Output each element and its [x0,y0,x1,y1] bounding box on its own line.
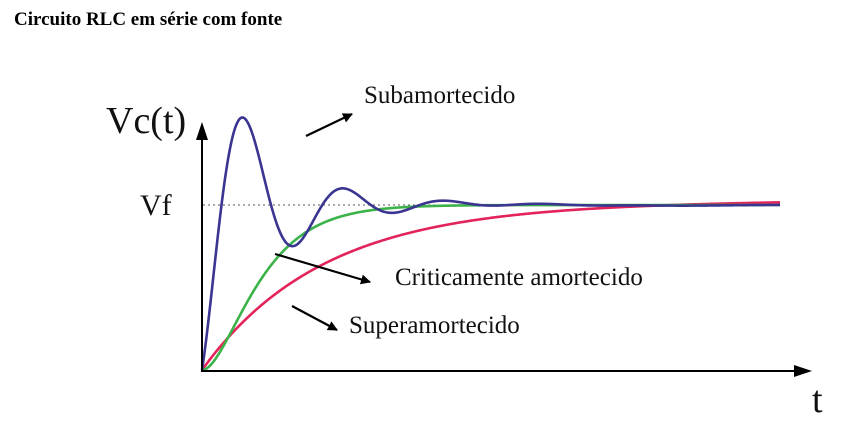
underdamped-label: Subamortecido [364,82,515,109]
critically-damped-pointer-arrow [274,252,371,285]
overdamped-label: Superamortecido [349,312,520,339]
y-axis-arrowhead [196,122,208,140]
y-axis-label: Vc(t) [106,100,186,142]
critically-damped-label: Criticamente amortecido [395,264,643,291]
overdamped-pointer-arrow [291,305,338,331]
x-axis-label: t [812,379,823,421]
page-title: Circuito RLC em série com fonte [14,9,283,30]
underdamped-curve [200,116,781,371]
final-value-label: Vf [140,189,172,222]
underdamped-pointer-arrow [305,113,353,137]
x-axis-arrowhead [794,365,812,377]
